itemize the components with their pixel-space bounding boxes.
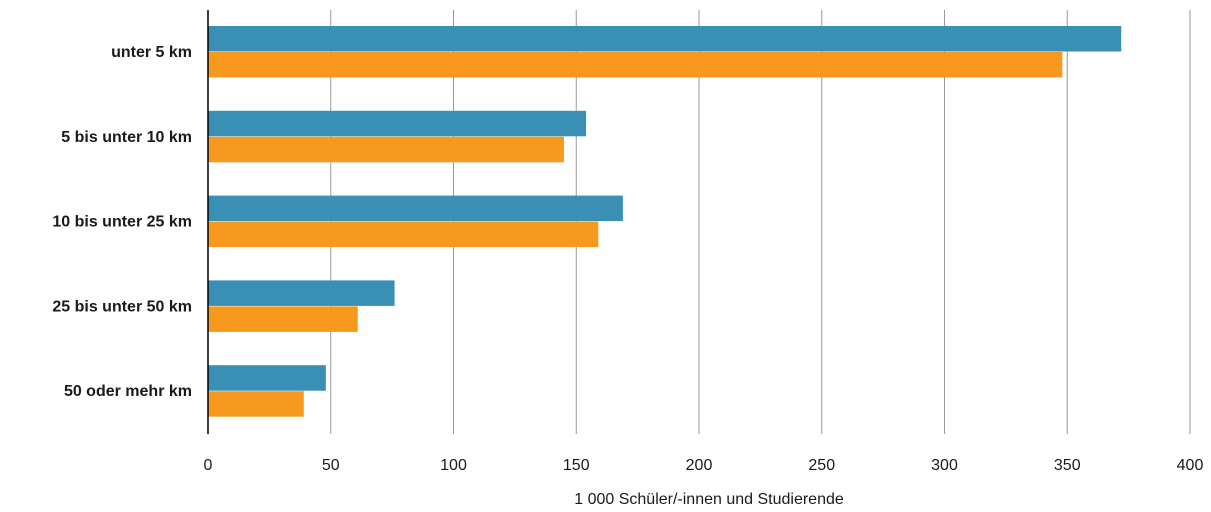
bars: [208, 26, 1122, 417]
x-tick-label-200: 200: [686, 457, 713, 474]
x-axis-title: 1 000 Schüler/-innen und Studierende: [574, 491, 844, 508]
category-label-2: 5 bis unter 10 km: [61, 129, 192, 146]
x-tick-labels: 0 50 100 150 200 250 300 350 400: [204, 457, 1204, 474]
bar-2-3: [208, 221, 599, 248]
bar-1-3: [208, 195, 623, 222]
bar-2-4: [208, 306, 358, 332]
x-tick-label-400: 400: [1177, 457, 1204, 474]
bar-1-5: [208, 365, 326, 391]
bar-2-5: [208, 391, 304, 417]
x-tick-label-50: 50: [322, 457, 340, 474]
x-tick-label-100: 100: [440, 457, 467, 474]
x-tick-label-250: 250: [808, 457, 835, 474]
x-tick-label-0: 0: [204, 457, 213, 474]
category-label-3: 10 bis unter 25 km: [52, 214, 192, 231]
x-tick-label-150: 150: [563, 457, 590, 474]
bar-1-1: [208, 26, 1122, 52]
bar-1-2: [208, 110, 587, 137]
x-tick-label-350: 350: [1054, 457, 1081, 474]
bar-2-1: [208, 52, 1063, 78]
category-label-4: 25 bis unter 50 km: [52, 298, 192, 315]
category-labels: unter 5 km 5 bis unter 10 km 10 bis unter …: [52, 44, 192, 400]
bar-1-4: [208, 280, 395, 306]
category-label-5: 50 oder mehr km: [64, 383, 192, 400]
x-tick-label-300: 300: [931, 457, 958, 474]
bar-2-2: [208, 136, 564, 163]
category-label-1: unter 5 km: [111, 44, 192, 61]
